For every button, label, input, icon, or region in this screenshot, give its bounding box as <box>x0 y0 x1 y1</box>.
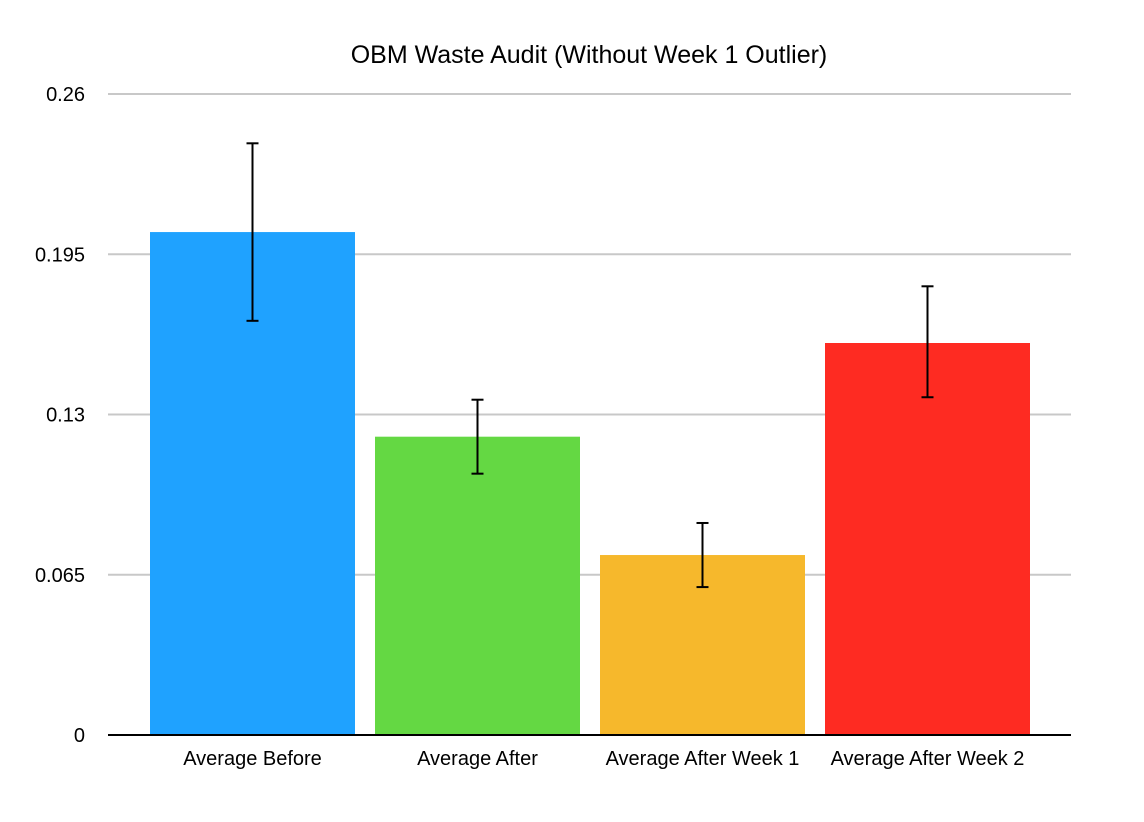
x-category-label: Average After Week 1 <box>606 748 800 770</box>
bar <box>375 436 580 735</box>
error-bars <box>246 142 934 589</box>
y-tick-label: 0.26 <box>46 84 85 106</box>
bar <box>825 343 1030 735</box>
x-category-label: Average After Week 2 <box>831 748 1025 770</box>
x-axis-category-labels: Average Before Average After Average After… <box>183 748 1024 770</box>
chart-title: OBM Waste Audit (Without Week 1 Outlier) <box>351 41 828 69</box>
x-category-label: Average After <box>417 748 538 770</box>
bars <box>150 232 1030 736</box>
x-category-label: Average Before <box>183 748 322 770</box>
y-tick-label: 0 <box>74 725 85 747</box>
y-tick-label: 0.065 <box>35 565 85 587</box>
y-tick-label: 0.13 <box>46 405 85 427</box>
y-tick-label: 0.195 <box>35 244 85 266</box>
y-axis-tick-labels: 0 0.065 0.13 0.195 0.26 <box>35 84 85 747</box>
